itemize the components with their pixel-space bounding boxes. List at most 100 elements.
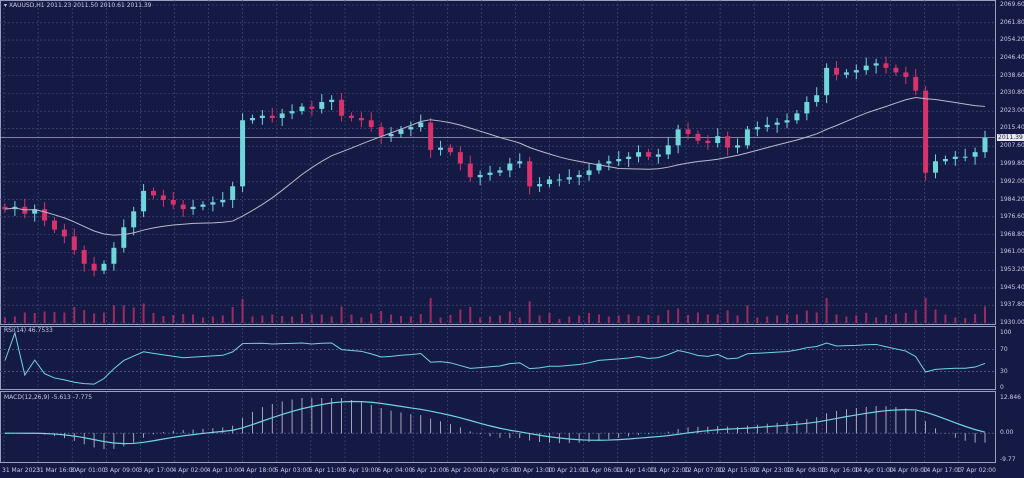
time-axis-label: 10 Apr 13:00 <box>513 467 553 474</box>
volume-bar <box>310 314 313 323</box>
volume-bar <box>726 310 729 323</box>
candle-down <box>81 250 87 264</box>
volume-bar <box>231 307 234 323</box>
volume-bar <box>647 315 650 323</box>
candle-down <box>170 199 176 205</box>
candle-down <box>883 63 889 68</box>
candle-up <box>952 156 958 159</box>
volume-bar <box>825 298 828 323</box>
volume-bar <box>360 317 363 323</box>
candle-up <box>942 158 948 162</box>
volume-bar <box>102 312 105 323</box>
symbol-label: XAUUSD,H1 <box>8 2 45 9</box>
main-panel <box>0 0 996 325</box>
time-axis-label: 31 Mar 2023 <box>2 467 41 474</box>
macd-axis-label: 0.00 <box>1000 429 1014 437</box>
volume-bar <box>508 311 511 323</box>
macd-axis-label: -9.77 <box>1000 456 1016 463</box>
candle-up <box>636 152 642 157</box>
collapse-icon[interactable]: ▾ <box>4 2 8 9</box>
volume-bar <box>83 310 86 323</box>
moving-average-line <box>4 96 986 236</box>
candle-up <box>853 70 859 73</box>
time-axis-label: 10 Apr 05:00 <box>479 467 519 474</box>
time-axis-label: 6 Apr 20:00 <box>445 467 481 474</box>
time-axis-label: 11 Apr 14:00 <box>615 467 655 474</box>
candle-up <box>517 161 523 164</box>
volume-bar <box>786 314 789 323</box>
volume-bar <box>112 305 115 323</box>
candle-up <box>32 209 38 214</box>
candle-up <box>507 163 513 171</box>
candle-up <box>240 120 246 187</box>
rsi-panel <box>0 326 996 390</box>
candle-up <box>596 163 602 171</box>
candle-up <box>586 170 592 175</box>
volume-bar <box>795 314 798 323</box>
candle-down <box>180 204 186 210</box>
candle-up <box>111 247 117 264</box>
candle-up <box>398 129 404 134</box>
candle-up <box>329 99 335 103</box>
volume-bar <box>221 315 224 323</box>
volume-bar <box>43 311 46 323</box>
price-axis-label: 2015.40 <box>1000 124 1024 132</box>
candle-down <box>150 190 156 196</box>
price-axis-label: 1937.80 <box>1000 301 1024 309</box>
volume-bar <box>746 305 749 323</box>
time-axis-label: 12 Apr 23:00 <box>752 467 792 474</box>
candle-up <box>279 113 285 118</box>
price-axis-label: 2054.20 <box>1000 36 1024 44</box>
volume-bar <box>409 316 412 323</box>
volume-bar <box>835 314 838 323</box>
rsi-axis-label: 70 <box>1000 345 1008 353</box>
volume-bar <box>578 315 581 323</box>
volume-bar <box>815 312 818 323</box>
volume-bar <box>449 315 452 323</box>
candle-up <box>764 124 770 128</box>
rsi-axis-label: 0 <box>1000 384 1004 391</box>
candle-up <box>131 211 137 228</box>
volume-bar <box>439 317 442 323</box>
volume-bar <box>4 317 6 323</box>
volume-bar <box>706 314 709 323</box>
candle-down <box>685 129 691 134</box>
candle-up <box>141 190 147 212</box>
volume-bar <box>281 316 284 323</box>
candle-up <box>873 63 879 66</box>
volume-bar <box>934 309 937 323</box>
time-axis-label: 14 Apr 01:00 <box>854 467 894 474</box>
volume-bar <box>736 315 739 323</box>
candle-up <box>744 129 750 146</box>
candle-up <box>388 133 394 137</box>
candle-up <box>556 179 562 181</box>
candle-down <box>527 161 533 187</box>
rsi-label: RSI(14) 46.7533 <box>4 327 53 334</box>
volume-bar <box>677 308 680 323</box>
candle-up <box>754 127 760 130</box>
volume-bar <box>538 315 541 323</box>
ohlc-readout: 2011.23 2011.50 2010.61 2011.39 <box>46 2 152 9</box>
candle-up <box>784 120 790 123</box>
volume-bar <box>944 314 947 323</box>
volume-bar <box>241 299 244 323</box>
volume-bar <box>192 314 195 323</box>
volume-bar <box>805 310 808 323</box>
candle-down <box>339 99 345 116</box>
volume-bar <box>489 316 492 323</box>
candle-down <box>725 136 731 148</box>
time-axis-label: 4 Apr 10:00 <box>206 467 242 474</box>
candle-up <box>408 127 414 130</box>
candle-down <box>893 67 899 73</box>
candle-up <box>487 172 493 175</box>
candle-down <box>695 133 701 141</box>
volume-bar <box>568 316 571 323</box>
volume-bar <box>924 298 927 323</box>
volume-bar <box>33 313 36 323</box>
candle-down <box>368 120 374 128</box>
volume-bar <box>211 316 214 323</box>
volume-bar <box>330 316 333 323</box>
volume-bar <box>607 316 610 323</box>
candle-down <box>42 209 48 221</box>
